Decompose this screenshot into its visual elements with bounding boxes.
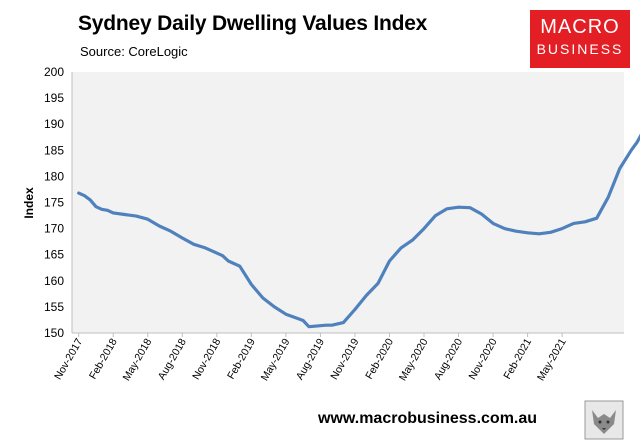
- plot-area: [72, 72, 624, 333]
- x-tick-label: Nov-2017: [52, 336, 85, 382]
- x-tick-label: May-2020: [397, 336, 431, 383]
- y-tick-label: 175: [44, 196, 64, 210]
- y-tick-label: 195: [44, 91, 64, 105]
- y-tick-label: 150: [44, 326, 64, 340]
- logo-line-1: MACRO: [540, 16, 620, 38]
- chart-title: Sydney Daily Dwelling Values Index: [78, 12, 428, 35]
- x-tick-label: Aug-2019: [294, 336, 327, 382]
- y-tick-label: 190: [44, 117, 64, 131]
- wolf-logo-icon: [584, 400, 624, 440]
- y-tick-label: 185: [44, 143, 64, 157]
- x-tick-label: Nov-2018: [190, 336, 223, 382]
- y-tick-label: 200: [44, 65, 64, 79]
- website-url[interactable]: www.macrobusiness.com.au: [318, 410, 538, 427]
- x-tick-label: May-2019: [259, 336, 293, 383]
- y-tick-label: 155: [44, 300, 64, 314]
- macrobusiness-logo[interactable]: MACRO BUSINESS: [530, 10, 630, 68]
- x-tick-label: Nov-2019: [328, 336, 361, 382]
- y-axis-label: Index: [22, 187, 36, 219]
- logo-line-2: BUSINESS: [536, 41, 624, 57]
- chart-source: Source: CoreLogic: [80, 44, 188, 59]
- y-tick-label: 170: [44, 222, 64, 236]
- series-line-sydney: [77, 133, 640, 329]
- x-tick-label: Feb-2020: [363, 336, 396, 381]
- y-tick-label: 180: [44, 169, 64, 183]
- x-tick-label: Aug-2018: [156, 336, 189, 382]
- x-tick-label: May-2018: [121, 336, 155, 383]
- x-tick-label: Feb-2019: [225, 336, 258, 381]
- y-tick-label: 160: [44, 274, 64, 288]
- x-tick-label: Nov-2020: [467, 336, 500, 382]
- y-tick-label: 165: [44, 248, 64, 262]
- x-tick-label: Aug-2020: [432, 336, 465, 382]
- x-tick-label: May-2021: [535, 336, 569, 383]
- x-tick-label: Feb-2021: [501, 336, 534, 381]
- x-tick-label: Feb-2018: [87, 336, 120, 381]
